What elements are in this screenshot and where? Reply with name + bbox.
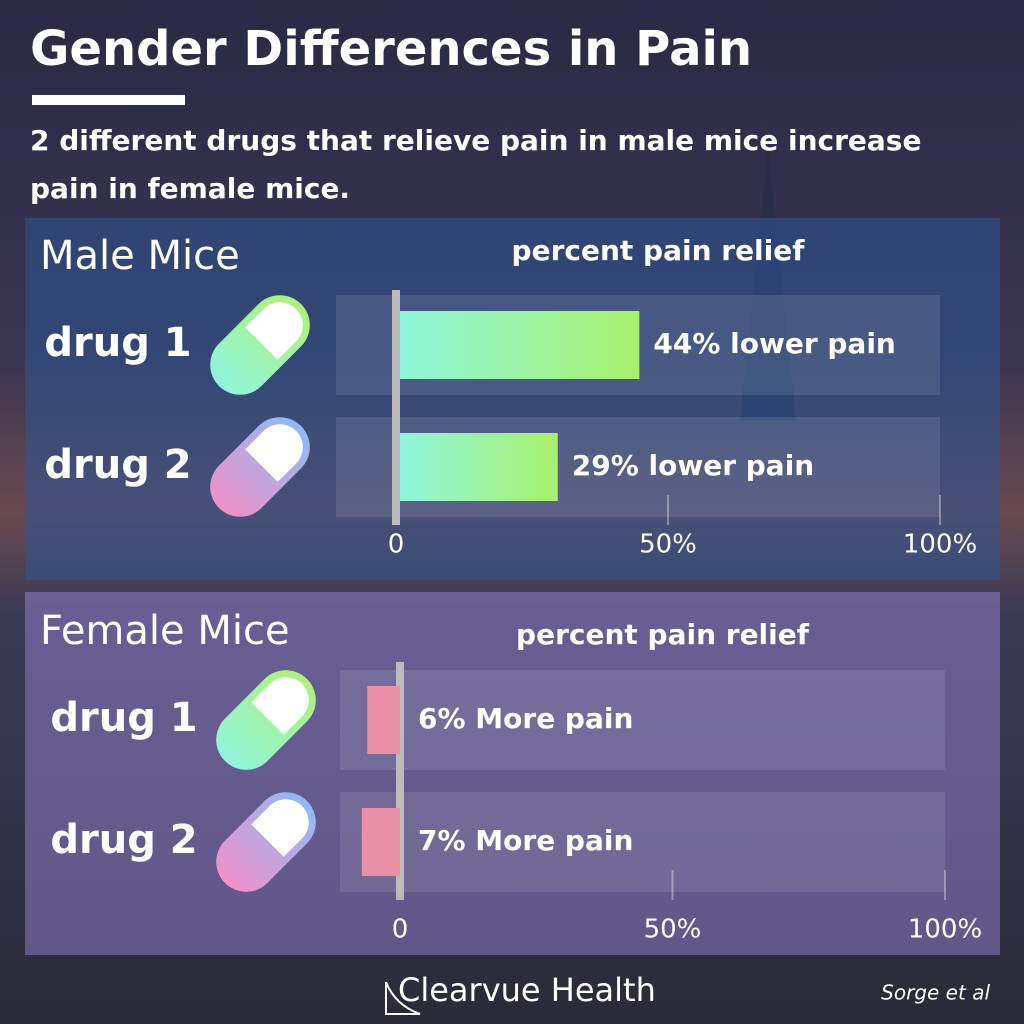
bar: [367, 686, 400, 754]
row-band: [340, 792, 945, 892]
female-panel: [25, 592, 1000, 955]
credit: Sorge et al: [881, 981, 990, 1005]
category-label: drug 1: [44, 320, 191, 366]
value-label: 7% More pain: [418, 824, 633, 857]
category-label: drug 2: [50, 817, 197, 863]
pill-icon: [210, 417, 310, 517]
panel-title: Male Mice: [40, 233, 240, 279]
x-tick-label: 0: [392, 915, 409, 945]
title: Gender Differences in Pain: [30, 21, 752, 77]
category-label: drug 2: [44, 442, 191, 488]
value-label: 29% lower pain: [572, 449, 814, 482]
x-tick-label: 50%: [639, 530, 697, 560]
axis-label: percent pain relief: [516, 618, 810, 651]
category-label: drug 1: [50, 695, 197, 741]
panel-title: Female Mice: [40, 608, 290, 654]
axis-label: percent pain relief: [512, 234, 806, 267]
pill-body: [216, 670, 316, 770]
x-tick-label: 100%: [908, 915, 982, 945]
pill-icon: [210, 295, 310, 395]
pill-half: [251, 799, 309, 857]
value-label: 6% More pain: [418, 702, 633, 735]
pill-icon: [216, 792, 316, 892]
brand-logo: [385, 981, 421, 1015]
subtitle: pain in female mice.: [30, 172, 350, 205]
x-tick-label: 100%: [903, 530, 977, 560]
pill-half: [245, 424, 303, 482]
x-tick-label: 50%: [644, 915, 702, 945]
bar: [400, 311, 640, 379]
brand: Clearvue Health: [398, 971, 656, 1009]
pill-half: [245, 302, 303, 360]
row-band: [340, 670, 945, 770]
title-underline: [32, 95, 185, 105]
x-tick-label: 0: [388, 530, 405, 560]
bar: [400, 433, 558, 501]
bar: [361, 808, 400, 876]
value-label: 44% lower pain: [653, 327, 895, 360]
pill-icon: [216, 670, 316, 770]
male-panel: [25, 218, 1000, 580]
subtitle: 2 different drugs that relieve pain in m…: [30, 124, 921, 157]
pill-half: [251, 677, 309, 735]
